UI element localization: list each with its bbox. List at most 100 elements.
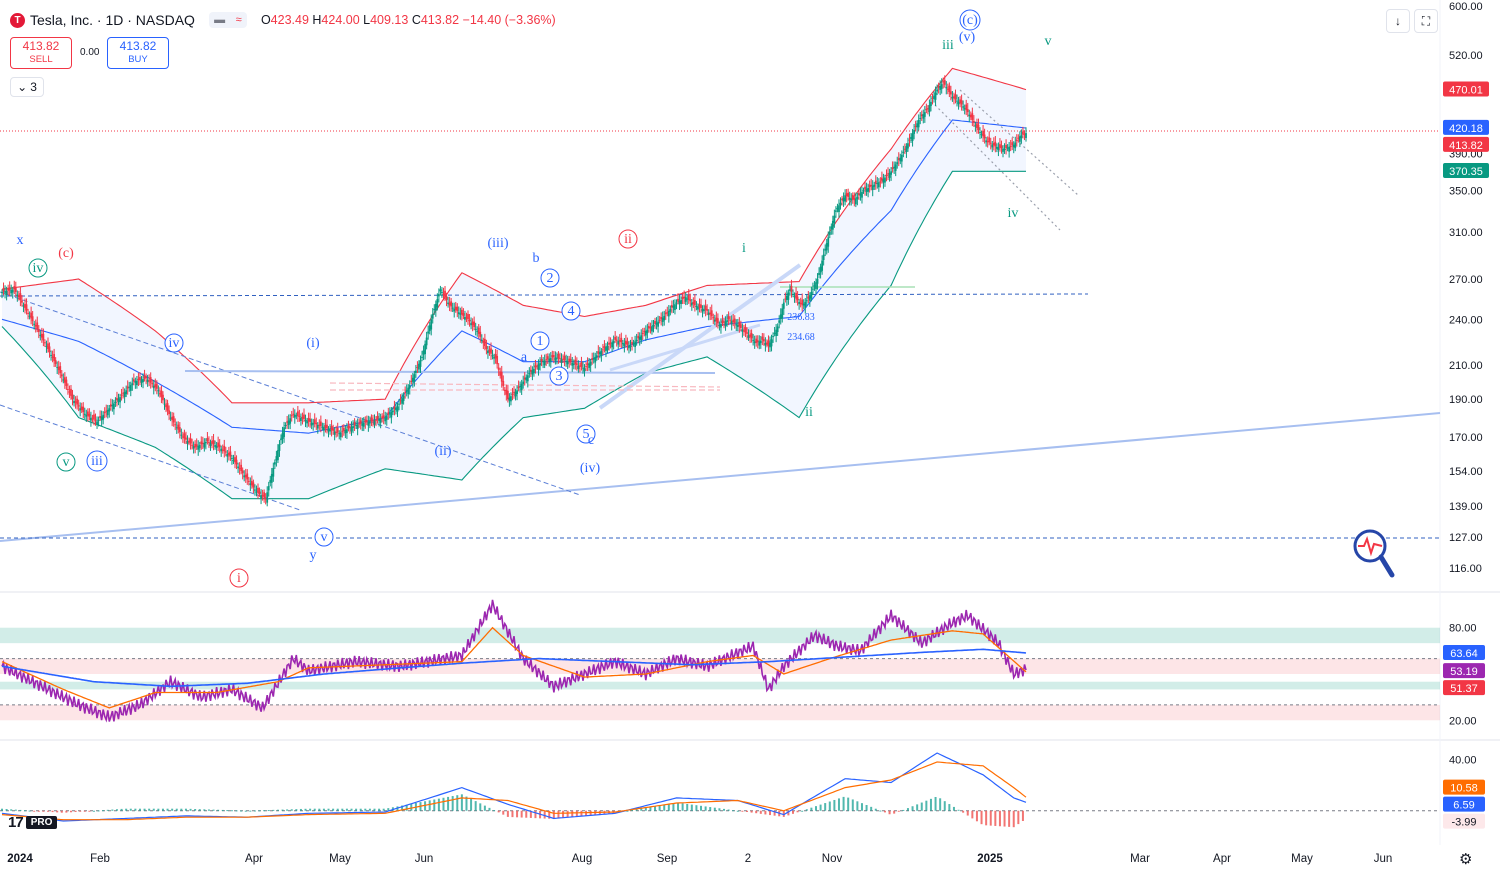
candle [939,80,942,96]
price-axis-tick: 170.00 [1449,432,1483,444]
horizontal-zone-line [184,370,716,374]
candle [606,341,609,354]
candle [421,350,423,362]
candle-body [316,424,319,429]
candle [382,409,385,425]
candle [949,85,952,101]
indicators-toggle[interactable]: ⌄ 3 [10,77,44,97]
candle [444,286,446,301]
candle [551,350,554,361]
candle [663,310,666,326]
sell-button[interactable]: 413.82 SELL [10,37,72,69]
candle [490,342,492,360]
candle [226,450,229,463]
macd-histogram-bar [985,810,988,826]
candle [626,337,629,351]
candle [787,289,790,305]
candle-body [937,85,940,88]
candle [710,304,713,320]
chart-style-chip[interactable]: ▬ ≈ [208,12,247,28]
candle-body [999,144,1001,148]
candle [744,323,747,338]
buy-label: BUY [128,54,148,65]
macd-histogram-bar [465,796,468,811]
candle-body [1005,144,1007,149]
macd-histogram-bar [276,809,279,811]
candle [441,287,443,298]
candle-body [404,392,407,394]
macd-histogram-bar [677,802,680,811]
candle-body [188,440,190,443]
candle-body [183,433,186,439]
candle-body [422,350,425,355]
candle-body [169,417,172,419]
candle [865,182,868,196]
candle [378,413,381,427]
price-axis-tick: 127.00 [1449,532,1483,544]
candle [804,298,807,314]
candle-body [693,300,696,306]
macd-histogram-bar [313,808,316,811]
candle [218,439,221,453]
buy-button[interactable]: 413.82 BUY [107,37,169,69]
candle-body [752,339,755,341]
candle-body [108,408,111,412]
candle [629,339,632,352]
candle [701,305,704,318]
candle-body [916,123,919,128]
candle-body [608,342,610,345]
candle [707,309,710,321]
candle [775,324,778,343]
wave-label-text: i [237,571,241,586]
wave-label: 1 [530,331,550,351]
candle [37,325,40,339]
candle [416,361,419,374]
candle-body [398,403,400,405]
candle-body [542,361,545,363]
candle-body [395,407,397,411]
fullscreen-button[interactable]: ⛶ [1414,9,1438,33]
candle [240,459,243,475]
download-button[interactable]: ↓ [1386,9,1410,33]
candle [362,417,365,432]
wave-label-text: i [742,241,746,256]
candle-body [644,330,647,336]
wave-label-circle [549,366,569,386]
candle-body [695,306,698,308]
candle-body [362,423,365,427]
candle-body [468,319,471,322]
candle [802,299,805,310]
candle [215,441,218,455]
candle [266,486,269,507]
macd-histogram-bar [171,808,174,811]
gear-icon[interactable]: ⚙ [1459,851,1473,868]
candle [307,412,310,427]
candle-body [19,293,22,300]
rsi-low-zone [0,681,1440,690]
candle-body [579,365,581,367]
candle [1012,141,1015,154]
symbol-title[interactable]: Tesla, Inc. · 1D · NASDAQ [30,12,195,28]
macd-histogram-bar [79,810,82,812]
candle [887,167,889,181]
candle-body [881,177,883,181]
candle-body [255,491,258,493]
candle-body [467,314,469,320]
candle-body [267,486,270,491]
candle [238,462,241,475]
candle-body [71,394,74,400]
candle-body [770,339,773,347]
candle-body [511,393,514,395]
price-axis-tick: 210.00 [1449,360,1483,372]
candle [134,377,137,389]
macd-histogram-bar [161,808,164,811]
candle [53,348,56,368]
candle-body [408,385,411,389]
candle [57,360,60,375]
macd-histogram-bar [640,808,643,811]
candle [812,282,814,296]
candle [137,372,140,387]
macd-histogram-bar [819,804,822,811]
candle-body [821,260,824,271]
